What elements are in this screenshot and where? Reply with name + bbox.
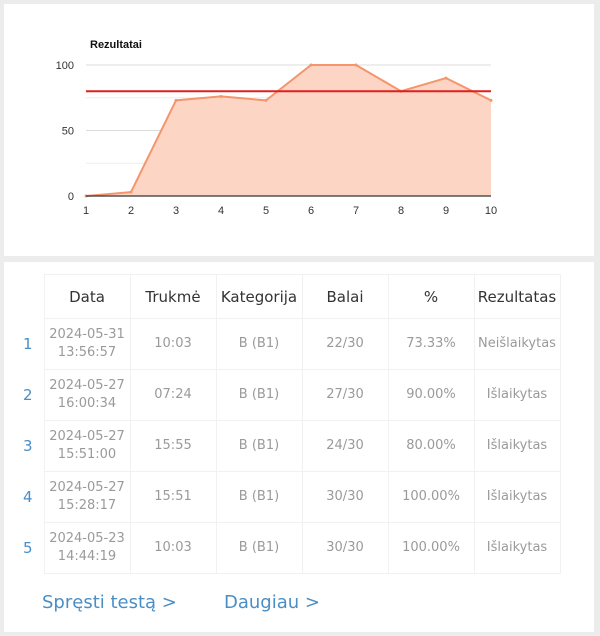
x-tick-label: 1 [83, 205, 89, 217]
row-result: Išlaikytas [473, 522, 561, 574]
row-result: Išlaikytas [473, 420, 561, 472]
row-index[interactable]: 1 [12, 318, 45, 370]
row-date: 2024-05-27 16:00:34 [43, 369, 131, 421]
row-category: B (B1) [215, 522, 303, 574]
table-row[interactable]: 4 2024-05-27 15:28:17 15:51 B (B1) 30/30 100.0… [12, 471, 561, 523]
results-table-card: Data Trukmė Kategorija Balai % Rezultata… [4, 262, 594, 632]
score-point [129, 190, 133, 194]
row-date-day: 2024-05-27 [49, 429, 125, 444]
row-score: 24/30 [301, 420, 389, 472]
row-percent: 80.00% [387, 420, 475, 472]
chart-title: Rezultatai [90, 39, 142, 51]
row-category: B (B1) [215, 369, 303, 421]
row-index[interactable]: 5 [12, 522, 45, 574]
results-chart: 0 50 100 1 2 3 4 5 6 7 8 9 10 Rezultatai [56, 39, 497, 217]
footer-links: Spręsti testą > Daugiau > [42, 592, 362, 613]
row-percent: 90.00% [387, 369, 475, 421]
header-score: Balai [301, 274, 389, 319]
row-date-time: 15:51:00 [57, 447, 117, 462]
header-percent: % [387, 274, 475, 319]
row-duration: 15:55 [129, 420, 217, 472]
results-table: Data Trukmė Kategorija Balai % Rezultata… [12, 274, 561, 574]
header-index [12, 275, 44, 319]
header-result: Rezultatas [473, 274, 561, 319]
results-chart-card: 0 50 100 1 2 3 4 5 6 7 8 9 10 Rezultatai [4, 4, 594, 256]
row-score: 22/30 [301, 318, 389, 370]
row-duration: 10:03 [129, 522, 217, 574]
table-header-row: Data Trukmė Kategorija Balai % Rezultata… [12, 274, 561, 319]
score-point [489, 98, 493, 102]
score-point [444, 76, 448, 80]
score-point [219, 94, 223, 98]
x-tick-label: 7 [353, 205, 359, 217]
x-tick-label: 5 [263, 205, 269, 217]
row-date: 2024-05-27 15:51:00 [43, 420, 131, 472]
row-result: Išlaikytas [473, 369, 561, 421]
row-date-day: 2024-05-27 [49, 480, 125, 495]
row-category: B (B1) [215, 318, 303, 370]
x-tick-label: 3 [173, 205, 179, 217]
row-date-day: 2024-05-27 [49, 378, 125, 393]
row-category: B (B1) [215, 420, 303, 472]
y-tick-label: 100 [56, 60, 74, 72]
row-percent: 100.00% [387, 471, 475, 523]
table-row[interactable]: 1 2024-05-31 13:56:57 10:03 B (B1) 22/30 73.33… [12, 318, 561, 370]
table-row[interactable]: 5 2024-05-23 14:44:19 10:03 B (B1) 30/30 100.0… [12, 522, 561, 574]
row-duration: 15:51 [129, 471, 217, 523]
row-date-time: 13:56:57 [57, 345, 117, 360]
table-row[interactable]: 2 2024-05-27 16:00:34 07:24 B (B1) 27/30 90.00… [12, 369, 561, 421]
x-tick-label: 6 [308, 205, 314, 217]
row-date: 2024-05-27 15:28:17 [43, 471, 131, 523]
score-point [309, 63, 313, 67]
solve-test-link[interactable]: Spręsti testą > [42, 592, 177, 613]
row-date: 2024-05-23 14:44:19 [43, 522, 131, 574]
score-area [86, 65, 491, 196]
table-row[interactable]: 3 2024-05-27 15:51:00 15:55 B (B1) 24/30 80.00… [12, 420, 561, 472]
row-date-day: 2024-05-31 [49, 327, 125, 342]
row-index[interactable]: 3 [12, 420, 45, 472]
row-percent: 73.33% [387, 318, 475, 370]
score-point [354, 63, 358, 67]
row-result: Neišlaikytas [473, 318, 561, 370]
score-line [85, 64, 492, 197]
row-duration: 07:24 [129, 369, 217, 421]
y-tick-label: 0 [68, 191, 74, 203]
x-tick-label: 4 [218, 205, 224, 217]
score-point [264, 98, 268, 102]
row-index[interactable]: 4 [12, 471, 45, 523]
header-category: Kategorija [215, 274, 303, 319]
row-percent: 100.00% [387, 522, 475, 574]
row-index[interactable]: 2 [12, 369, 45, 421]
row-score: 30/30 [301, 471, 389, 523]
row-score: 27/30 [301, 369, 389, 421]
row-date: 2024-05-31 13:56:57 [43, 318, 131, 370]
header-date: Data [43, 274, 131, 319]
x-tick-label: 8 [398, 205, 404, 217]
row-date-time: 16:00:34 [57, 396, 117, 411]
x-tick-label: 2 [128, 205, 134, 217]
y-tick-label: 50 [62, 126, 74, 138]
score-point [174, 98, 178, 102]
row-date-time: 15:28:17 [57, 498, 117, 513]
header-duration: Trukmė [129, 274, 217, 319]
x-tick-label: 10 [485, 205, 497, 217]
x-tick-label: 9 [443, 205, 449, 217]
row-date-time: 14:44:19 [57, 549, 117, 564]
row-result: Išlaikytas [473, 471, 561, 523]
row-category: B (B1) [215, 471, 303, 523]
row-duration: 10:03 [129, 318, 217, 370]
row-score: 30/30 [301, 522, 389, 574]
more-link[interactable]: Daugiau > [223, 592, 320, 613]
row-date-day: 2024-05-23 [49, 531, 125, 546]
